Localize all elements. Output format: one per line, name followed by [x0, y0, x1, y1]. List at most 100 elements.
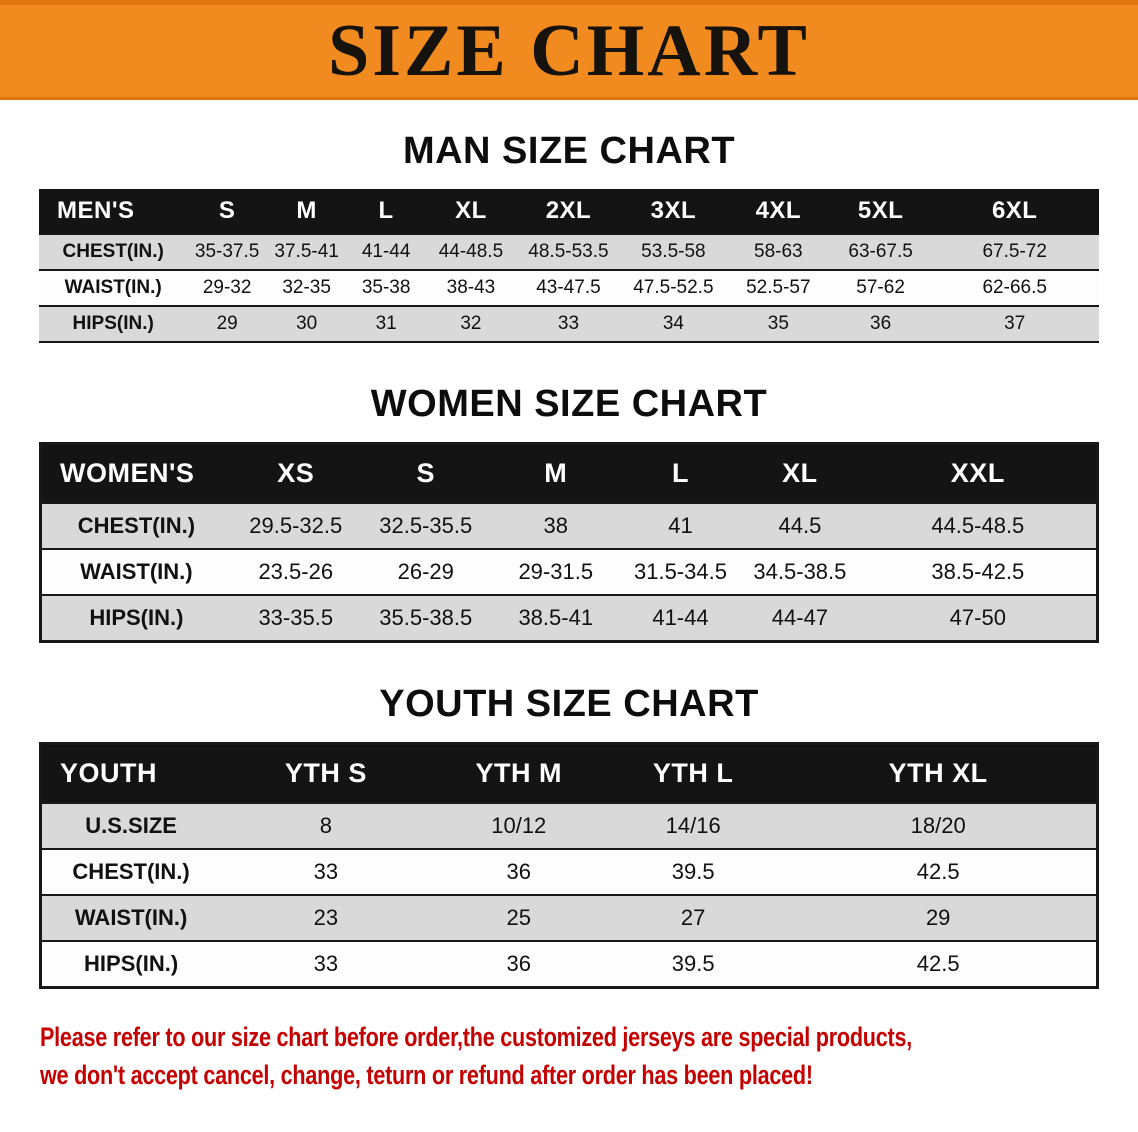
value-cell: 14/16 — [605, 802, 781, 849]
value-cell: 47-50 — [859, 594, 1098, 642]
women-size-section: WOMEN SIZE CHART WOMEN'S XS S M L XL XXL CHEST(… — [0, 383, 1138, 643]
value-cell: 29.5-32.5 — [230, 502, 361, 549]
table-row: CHEST(IN.) 29.5-32.5 32.5-35.5 38 41 44.5 44.5… — [40, 502, 1098, 549]
size-header-cell: YTH M — [431, 743, 606, 803]
value-cell: 33 — [515, 305, 621, 342]
value-cell: 25 — [431, 894, 606, 941]
value-cell: 62-66.5 — [930, 269, 1099, 306]
size-header-cell: XL — [740, 443, 860, 503]
value-cell: 39.5 — [605, 940, 781, 988]
size-header-cell: YTH S — [220, 743, 432, 803]
table-row: HIPS(IN.) 33 36 39.5 42.5 — [40, 940, 1098, 988]
value-cell: 29-32 — [187, 269, 267, 306]
row-label-cell: HIPS(IN.) — [40, 940, 221, 988]
row-label-cell: WAIST(IN.) — [39, 269, 188, 306]
row-label-cell: HIPS(IN.) — [39, 305, 188, 342]
value-cell: 30 — [266, 305, 347, 342]
value-cell: 8 — [220, 802, 432, 849]
value-cell: 33-35.5 — [230, 594, 361, 642]
size-header-cell: L — [620, 443, 741, 503]
value-cell: 31 — [346, 305, 426, 342]
value-cell: 42.5 — [780, 848, 1098, 895]
size-header-cell: YTH L — [605, 743, 781, 803]
value-cell: 36 — [830, 305, 931, 342]
table-row: WAIST(IN.) 29-32 32-35 35-38 38-43 43-47.5 47.… — [39, 269, 1099, 306]
table-row: HIPS(IN.) 29 30 31 32 33 34 35 36 37 — [39, 305, 1099, 342]
row-label-cell: HIPS(IN.) — [40, 594, 231, 642]
size-header-cell: 5XL — [830, 189, 931, 234]
value-cell: 41-44 — [346, 233, 426, 270]
row-label-cell: U.S.SIZE — [40, 802, 221, 849]
women-section-heading: WOMEN SIZE CHART — [370, 383, 768, 425]
table-title-cell: YOUTH — [40, 743, 221, 803]
table-row: CHEST(IN.) 35-37.5 37.5-41 41-44 44-48.5 48.5… — [39, 233, 1099, 270]
value-cell: 36 — [431, 940, 606, 988]
value-cell: 43-47.5 — [515, 269, 621, 306]
value-cell: 23 — [220, 894, 432, 941]
youth-section-heading: YOUTH SIZE CHART — [379, 683, 759, 725]
value-cell: 38-43 — [425, 269, 516, 306]
table-row: CHEST(IN.) 33 36 39.5 42.5 — [40, 848, 1098, 895]
youth-size-section: YOUTH SIZE CHART YOUTH YTH S YTH M YTH L YTH… — [0, 683, 1138, 989]
value-cell: 33 — [220, 940, 432, 988]
size-header-cell: S — [187, 189, 267, 234]
disclaimer-line-2: we don't accept cancel, change, teturn o… — [40, 1059, 813, 1090]
row-label-cell: WAIST(IN.) — [40, 894, 221, 941]
value-cell: 35 — [725, 305, 831, 342]
row-label-cell: CHEST(IN.) — [40, 502, 231, 549]
value-cell: 52.5-57 — [725, 269, 831, 306]
value-cell: 67.5-72 — [930, 233, 1099, 270]
value-cell: 34 — [620, 305, 726, 342]
value-cell: 32-35 — [266, 269, 347, 306]
value-cell: 10/12 — [431, 802, 606, 849]
women-size-table: WOMEN'S XS S M L XL XXL CHEST(IN.) 29.5-32.5 32.5… — [39, 442, 1099, 643]
row-label-cell: CHEST(IN.) — [40, 848, 221, 895]
size-header-cell: XXL — [859, 443, 1098, 503]
value-cell: 44-47 — [740, 594, 860, 642]
row-label-cell: CHEST(IN.) — [39, 233, 188, 270]
value-cell: 37 — [930, 305, 1099, 342]
value-cell: 53.5-58 — [620, 233, 726, 270]
value-cell: 57-62 — [830, 269, 931, 306]
disclaimer-note: Please refer to our size chart before or… — [40, 1019, 918, 1095]
size-header-cell: L — [346, 189, 426, 234]
table-title-cell: WOMEN'S — [40, 443, 231, 503]
men-section-heading: MAN SIZE CHART — [402, 130, 736, 172]
value-cell: 38 — [490, 502, 621, 549]
size-header-cell: XS — [230, 443, 361, 503]
table-header-row: YOUTH YTH S YTH M YTH L YTH XL — [40, 743, 1098, 803]
youth-size-table: YOUTH YTH S YTH M YTH L YTH XL U.S.SIZE 8 10/12… — [39, 742, 1099, 989]
value-cell: 32.5-35.5 — [360, 502, 491, 549]
size-header-cell: S — [360, 443, 491, 503]
size-header-cell: 2XL — [515, 189, 621, 234]
size-header-cell: XL — [425, 189, 516, 234]
table-header-row: WOMEN'S XS S M L XL XXL — [40, 443, 1098, 503]
value-cell: 23.5-26 — [230, 548, 361, 595]
disclaimer-line-1: Please refer to our size chart before or… — [40, 1022, 913, 1052]
value-cell: 35.5-38.5 — [360, 594, 491, 642]
value-cell: 48.5-53.5 — [515, 233, 621, 270]
table-title-cell: MEN'S — [39, 189, 188, 234]
value-cell: 29 — [780, 894, 1098, 941]
value-cell: 41-44 — [620, 594, 741, 642]
men-size-section: MAN SIZE CHART MEN'S S M L XL 2XL 3XL 4XL 5XL 6XL… — [0, 130, 1138, 343]
table-row: WAIST(IN.) 23 25 27 29 — [40, 894, 1098, 941]
men-size-table: MEN'S S M L XL 2XL 3XL 4XL 5XL 6XL CHEST(IN.) 35-37… — [39, 189, 1099, 343]
size-header-cell: 3XL — [620, 189, 726, 234]
value-cell: 34.5-38.5 — [740, 548, 860, 595]
table-row: WAIST(IN.) 23.5-26 26-29 29-31.5 31.5-34.5 34… — [40, 548, 1098, 595]
value-cell: 37.5-41 — [266, 233, 347, 270]
value-cell: 29 — [187, 305, 267, 342]
value-cell: 39.5 — [605, 848, 781, 895]
value-cell: 29-31.5 — [490, 548, 621, 595]
value-cell: 33 — [220, 848, 432, 895]
value-cell: 38.5-42.5 — [859, 548, 1098, 595]
value-cell: 26-29 — [360, 548, 491, 595]
value-cell: 38.5-41 — [490, 594, 621, 642]
table-row: HIPS(IN.) 33-35.5 35.5-38.5 38.5-41 41-44 44-… — [40, 594, 1098, 642]
value-cell: 44.5 — [740, 502, 860, 549]
row-label-cell: WAIST(IN.) — [40, 548, 231, 595]
size-chart-banner: SIZE CHART — [0, 0, 1138, 100]
value-cell: 27 — [605, 894, 781, 941]
value-cell: 18/20 — [780, 802, 1098, 849]
